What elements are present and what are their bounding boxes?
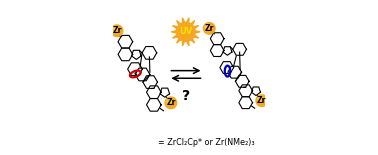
Text: Zr: Zr — [112, 26, 122, 35]
Circle shape — [203, 22, 215, 34]
Polygon shape — [190, 20, 195, 26]
Polygon shape — [173, 26, 179, 29]
Polygon shape — [190, 38, 195, 43]
Text: Zr: Zr — [257, 96, 266, 105]
Text: Zr: Zr — [204, 24, 214, 33]
Circle shape — [256, 95, 268, 106]
Text: ?: ? — [182, 89, 190, 103]
Polygon shape — [192, 34, 199, 38]
Circle shape — [165, 97, 177, 109]
Circle shape — [205, 24, 210, 29]
Polygon shape — [177, 38, 181, 43]
Polygon shape — [183, 18, 185, 24]
Polygon shape — [194, 31, 200, 33]
Text: = ZrCl₂Cp* or Zr(NMe₂)₃: = ZrCl₂Cp* or Zr(NMe₂)₃ — [158, 138, 254, 147]
Text: Zr: Zr — [166, 98, 175, 107]
Polygon shape — [183, 40, 185, 46]
Polygon shape — [186, 40, 189, 46]
Polygon shape — [173, 34, 179, 38]
Polygon shape — [171, 31, 177, 33]
Polygon shape — [177, 20, 181, 26]
Circle shape — [111, 25, 123, 37]
Polygon shape — [186, 18, 189, 24]
Circle shape — [113, 27, 118, 32]
Circle shape — [257, 96, 263, 102]
Text: UV: UV — [179, 27, 192, 36]
Circle shape — [176, 22, 195, 41]
Polygon shape — [192, 26, 199, 29]
Circle shape — [167, 99, 172, 104]
